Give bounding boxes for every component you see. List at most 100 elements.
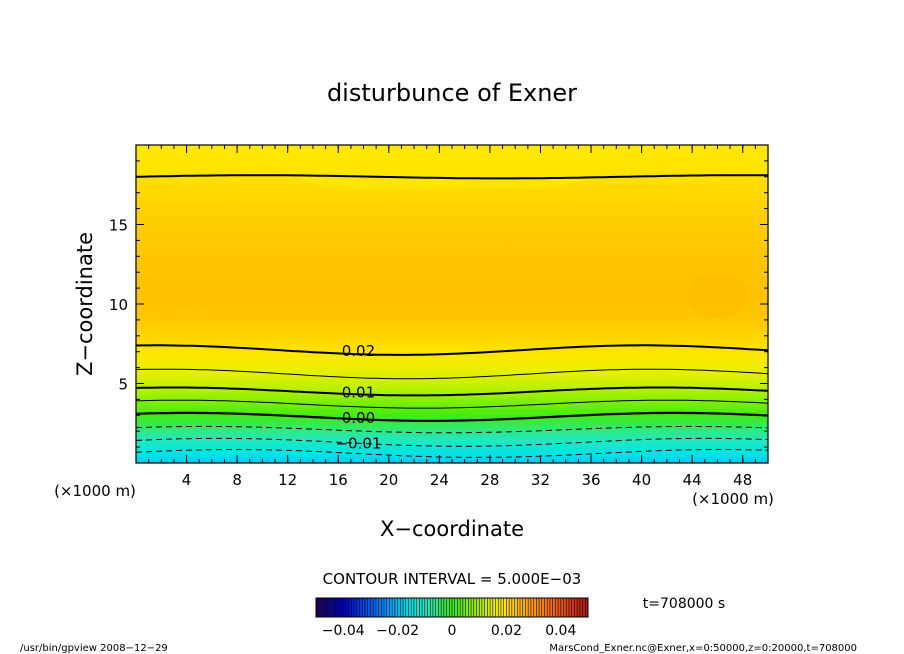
colorbar-cell (424, 598, 429, 617)
colorbar-cell (487, 598, 491, 617)
colorbar-cell (541, 598, 545, 617)
colorbar-cell (571, 598, 575, 617)
colorbar-cell (490, 598, 494, 617)
field-fill (136, 145, 768, 463)
colorbar-cell (566, 598, 570, 617)
contour-line (136, 368, 768, 380)
x-tick-label: 28 (480, 471, 499, 489)
colorbar-tick-label: 0.02 (491, 623, 522, 639)
colorbar-cell (514, 598, 518, 617)
colorbar-cell (579, 598, 584, 617)
colorbar-cell (405, 598, 409, 617)
contour-label: 0.00 (342, 409, 375, 427)
contour-line (136, 344, 768, 356)
colorbar-cell (473, 598, 477, 617)
contour-line (136, 437, 768, 447)
colorbar-cell (530, 598, 535, 617)
colorbar-cell (577, 598, 581, 617)
contour-line (136, 174, 768, 180)
time-label: t=708000 s (643, 596, 725, 612)
colorbar-cell (340, 598, 344, 617)
colorbar-cell (337, 598, 341, 617)
x-tick-label: 16 (329, 471, 348, 489)
colorbar-cell (384, 598, 388, 617)
colorbar-cell (335, 598, 339, 617)
colorbar-cell (348, 598, 352, 617)
colorbar-cell (454, 598, 458, 617)
contour-label: 0.01 (342, 383, 375, 401)
chart-title: disturbunce of Exner (327, 79, 577, 107)
colorbar-cell (438, 598, 442, 617)
colorbar-cell (394, 598, 399, 617)
colorbar-cell (492, 598, 497, 617)
colorbar-cell (452, 598, 456, 617)
colorbar-cell (378, 598, 382, 617)
colorbar-cell (389, 598, 393, 617)
x-tick-label: 24 (430, 471, 449, 489)
y-axis-label: Z−coordinate (73, 232, 97, 376)
colorbar-cell (441, 598, 445, 617)
colorbar-cell (316, 598, 320, 617)
colorbar-cell (356, 598, 361, 617)
x-tick-label: 48 (733, 471, 752, 489)
colorbar-cell (446, 598, 450, 617)
x-tick-label: 20 (379, 471, 398, 489)
colorbar-cell (585, 598, 589, 617)
colorbar-cell (536, 598, 540, 617)
x-tick-label: 8 (232, 471, 242, 489)
colorbar-cell (544, 598, 548, 617)
x-tick-label: 40 (632, 471, 651, 489)
colorbar-cell (552, 598, 556, 617)
contour-line (136, 449, 768, 458)
colorbar-tick-label: −0.02 (376, 623, 419, 639)
colorbar-cell (506, 598, 510, 617)
colorbar-cell (484, 598, 488, 617)
colorbar-cell (351, 598, 355, 617)
colorbar-tick-label: 0.04 (545, 623, 576, 639)
colorbar-cell (397, 598, 401, 617)
colorbar-cell (498, 598, 502, 617)
colorbar-cell (539, 598, 543, 617)
colorbar-cell (392, 598, 396, 617)
colorbar-cell (362, 598, 366, 617)
colorbar-cell (427, 598, 431, 617)
colorbar-cell (359, 598, 363, 617)
colorbar-cell (560, 598, 565, 617)
x-tick-label: 12 (278, 471, 297, 489)
colorbar-cell (528, 598, 532, 617)
colorbar-cell (416, 598, 420, 617)
colorbar-cell (332, 598, 336, 617)
colorbar-cell (408, 598, 412, 617)
contour-line (136, 399, 768, 409)
colorbar-cell (324, 598, 328, 617)
colorbar-cell (468, 598, 472, 617)
footer-left: /usr/bin/gpview 2008−12−29 (20, 643, 168, 654)
colorbar-cell (432, 598, 437, 617)
colorbar-cell (329, 598, 333, 617)
colorbar-cell (321, 598, 325, 617)
colorbar-cell (364, 598, 369, 617)
colorbar-cell (381, 598, 385, 617)
x-tick-label: 4 (182, 471, 192, 489)
colorbar-cell (500, 598, 505, 617)
colorbar-cell (457, 598, 461, 617)
colorbar-cell (476, 598, 480, 617)
y-tick-label: 5 (118, 376, 128, 394)
colorbar-cell (373, 598, 377, 617)
contour-line (136, 425, 768, 434)
colorbar-cell (558, 598, 562, 617)
colorbar-cell (460, 598, 464, 617)
colorbar-cell (574, 598, 578, 617)
colorbar-cell (509, 598, 513, 617)
colorbar-cell (400, 598, 404, 617)
colorbar-cell (520, 598, 524, 617)
colorbar-cell (495, 598, 499, 617)
colorbar-cell (386, 598, 390, 617)
colorbar-cell (555, 598, 559, 617)
colorbar-cell (462, 598, 467, 617)
colorbar-cell (449, 598, 453, 617)
contour-line (136, 411, 768, 422)
contour-line (136, 386, 768, 397)
x-tick-label: 36 (581, 471, 600, 489)
